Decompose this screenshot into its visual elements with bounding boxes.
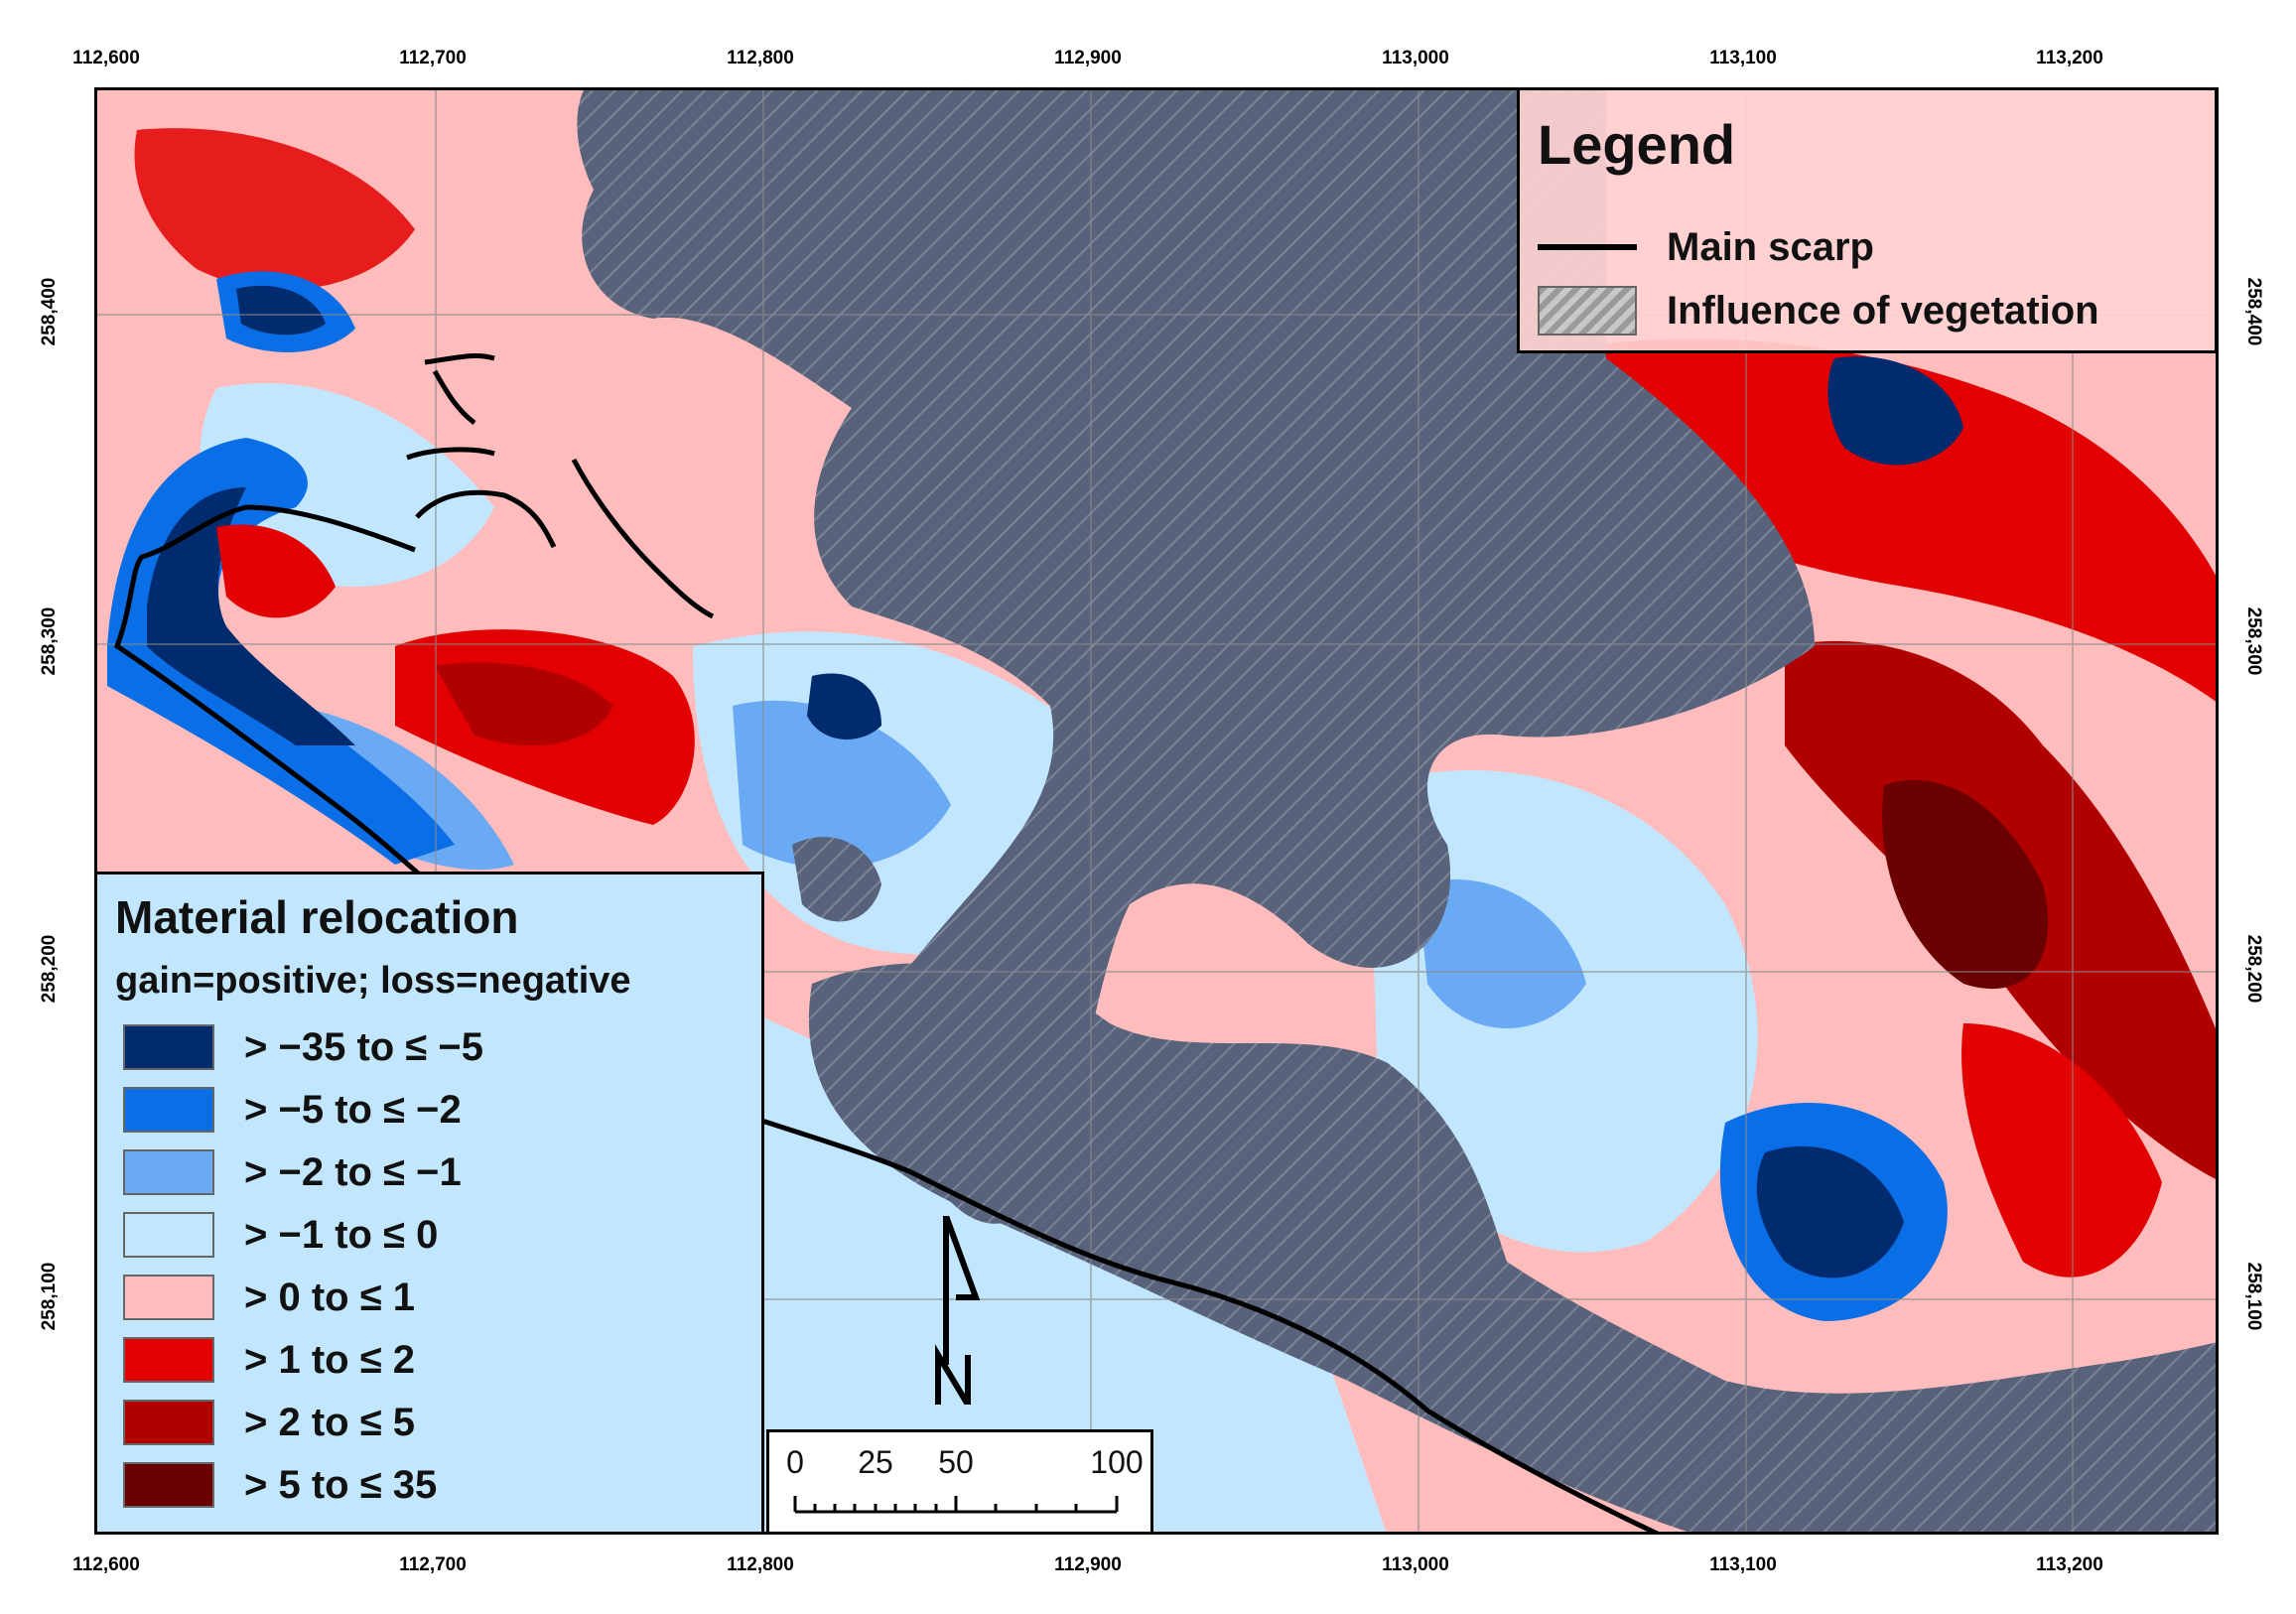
class-label: > −1 to ≤ 0 — [244, 1212, 439, 1257]
north-arrow — [928, 1214, 988, 1415]
x-tick-bottom: 112,900 — [1054, 1554, 1122, 1575]
y-tick-left: 258,200 — [39, 934, 60, 1004]
class-swatch — [123, 1400, 214, 1445]
deep-loss-patch — [1756, 1145, 1904, 1278]
gain-patch — [134, 128, 415, 290]
deep-loss-patch — [147, 487, 355, 745]
scale-label: 50 — [938, 1444, 974, 1480]
high-gain-patch — [1882, 779, 2049, 990]
loss-patch — [1418, 878, 1586, 1028]
deep-loss-patch — [807, 673, 881, 740]
class-swatch — [123, 1212, 214, 1258]
class-swatch — [123, 1024, 214, 1070]
gain-patch — [1576, 338, 2216, 702]
legend-title: Legend — [1538, 113, 1736, 176]
class-label: > 5 to ≤ 35 — [244, 1462, 438, 1507]
x-tick-top: 113,100 — [1709, 48, 1777, 68]
x-tick-top: 112,900 — [1054, 48, 1122, 68]
legend-item-label: Influence of vegetation — [1667, 288, 2099, 333]
relocation-class: > 1 to ≤ 2 — [123, 1334, 415, 1386]
legend-item-vegetation: Influence of vegetation — [1538, 285, 2099, 336]
class-label: > −2 to ≤ −1 — [244, 1149, 462, 1194]
gain-patch — [1961, 1023, 2162, 1278]
material-relocation-legend: Material relocation gain=positive; loss=… — [94, 872, 764, 1535]
class-swatch — [123, 1275, 214, 1320]
vegetation-zone — [808, 963, 2216, 1532]
relocation-class: > −5 to ≤ −2 — [123, 1084, 462, 1136]
relocation-class: > −2 to ≤ −1 — [123, 1146, 462, 1198]
relocation-title: Material relocation — [115, 891, 519, 943]
class-swatch — [123, 1087, 214, 1133]
vegetation-hatch-swatch — [1538, 286, 1637, 336]
scarp-line-swatch — [1538, 244, 1637, 250]
y-tick-right: 258,200 — [2243, 934, 2264, 1004]
vegetation-zone — [792, 837, 881, 922]
class-swatch — [123, 1462, 214, 1508]
x-tick-top: 112,600 — [72, 48, 140, 68]
relocation-class: > 0 to ≤ 1 — [123, 1272, 415, 1323]
x-tick-bottom: 112,700 — [399, 1554, 467, 1575]
scale-bar: 0 25 50 100 — [766, 1429, 1153, 1535]
scale-label: 100 — [1090, 1444, 1144, 1480]
class-label: > 0 to ≤ 1 — [244, 1275, 416, 1319]
gain-patch — [435, 662, 613, 745]
x-tick-bottom: 112,600 — [72, 1554, 140, 1575]
y-tick-left: 258,400 — [39, 277, 60, 346]
deep-loss-patch — [1827, 356, 1963, 466]
map-legend: Legend Main scarp Influence of vegetatio… — [1517, 87, 2218, 353]
loss-patch — [733, 700, 951, 869]
class-label: > −5 to ≤ −2 — [244, 1087, 462, 1132]
class-swatch — [123, 1149, 214, 1195]
gain-patch — [216, 524, 336, 618]
class-label: > 1 to ≤ 2 — [244, 1337, 416, 1382]
relocation-class: > 5 to ≤ 35 — [123, 1459, 437, 1511]
north-arrow-icon — [935, 1214, 981, 1415]
x-tick-bottom: 113,000 — [1382, 1554, 1449, 1575]
relocation-class: > 2 to ≤ 5 — [123, 1397, 415, 1448]
relocation-class: > −1 to ≤ 0 — [123, 1209, 438, 1261]
y-tick-right: 258,300 — [2243, 606, 2264, 676]
x-tick-top: 113,200 — [2036, 48, 2103, 68]
scale-label: 0 — [786, 1444, 804, 1480]
x-tick-bottom: 113,100 — [1709, 1554, 1777, 1575]
y-tick-left: 258,300 — [39, 606, 60, 676]
scale-ruler — [793, 1496, 1119, 1514]
x-tick-top: 112,800 — [727, 48, 794, 68]
x-tick-bottom: 113,200 — [2036, 1554, 2103, 1575]
legend-item-main-scarp: Main scarp — [1538, 221, 1874, 273]
class-label: > 2 to ≤ 5 — [244, 1400, 416, 1444]
x-tick-top: 113,000 — [1382, 48, 1449, 68]
relocation-subtitle: gain=positive; loss=negative — [115, 960, 631, 1002]
deep-loss-patch — [236, 285, 326, 336]
legend-item-label: Main scarp — [1667, 224, 1874, 269]
x-tick-top: 112,700 — [399, 48, 467, 68]
vegetation-zone — [577, 90, 1816, 1224]
class-swatch — [123, 1337, 214, 1383]
y-tick-right: 258,400 — [2243, 277, 2264, 346]
relocation-class: > −35 to ≤ −5 — [123, 1021, 483, 1073]
class-label: > −35 to ≤ −5 — [244, 1024, 483, 1069]
x-tick-bottom: 112,800 — [727, 1554, 794, 1575]
y-tick-right: 258,100 — [2243, 1262, 2264, 1331]
scale-label: 25 — [858, 1444, 893, 1480]
y-tick-left: 258,100 — [39, 1262, 60, 1331]
